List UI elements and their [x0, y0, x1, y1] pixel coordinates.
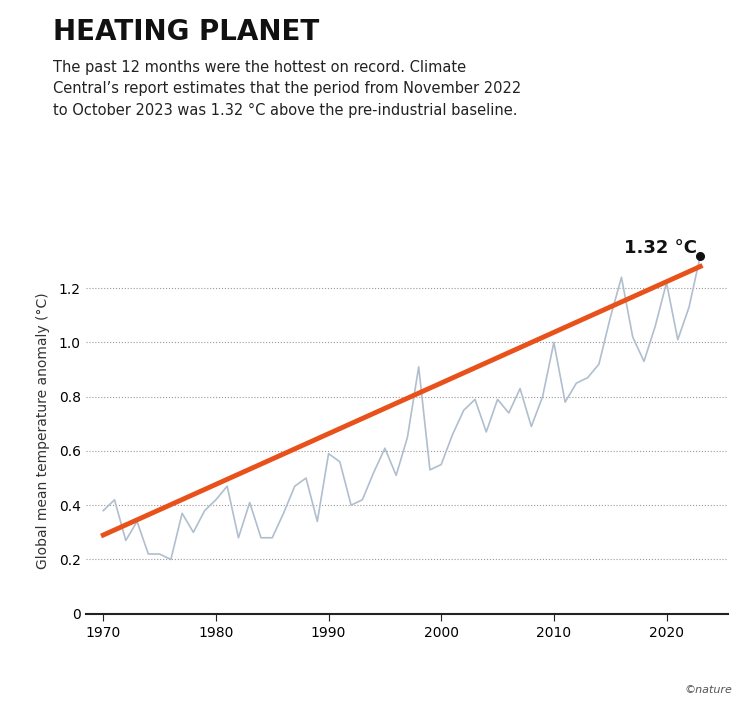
Text: The past 12 months were the hottest on record. Climate
Central’s report estimate: The past 12 months were the hottest on r… — [53, 60, 521, 118]
Y-axis label: Global mean temperature anomaly (°C): Global mean temperature anomaly (°C) — [37, 292, 50, 569]
Text: HEATING PLANET: HEATING PLANET — [53, 18, 319, 46]
Text: 1.32 °C: 1.32 °C — [624, 239, 701, 257]
Text: ©nature: ©nature — [684, 685, 732, 695]
